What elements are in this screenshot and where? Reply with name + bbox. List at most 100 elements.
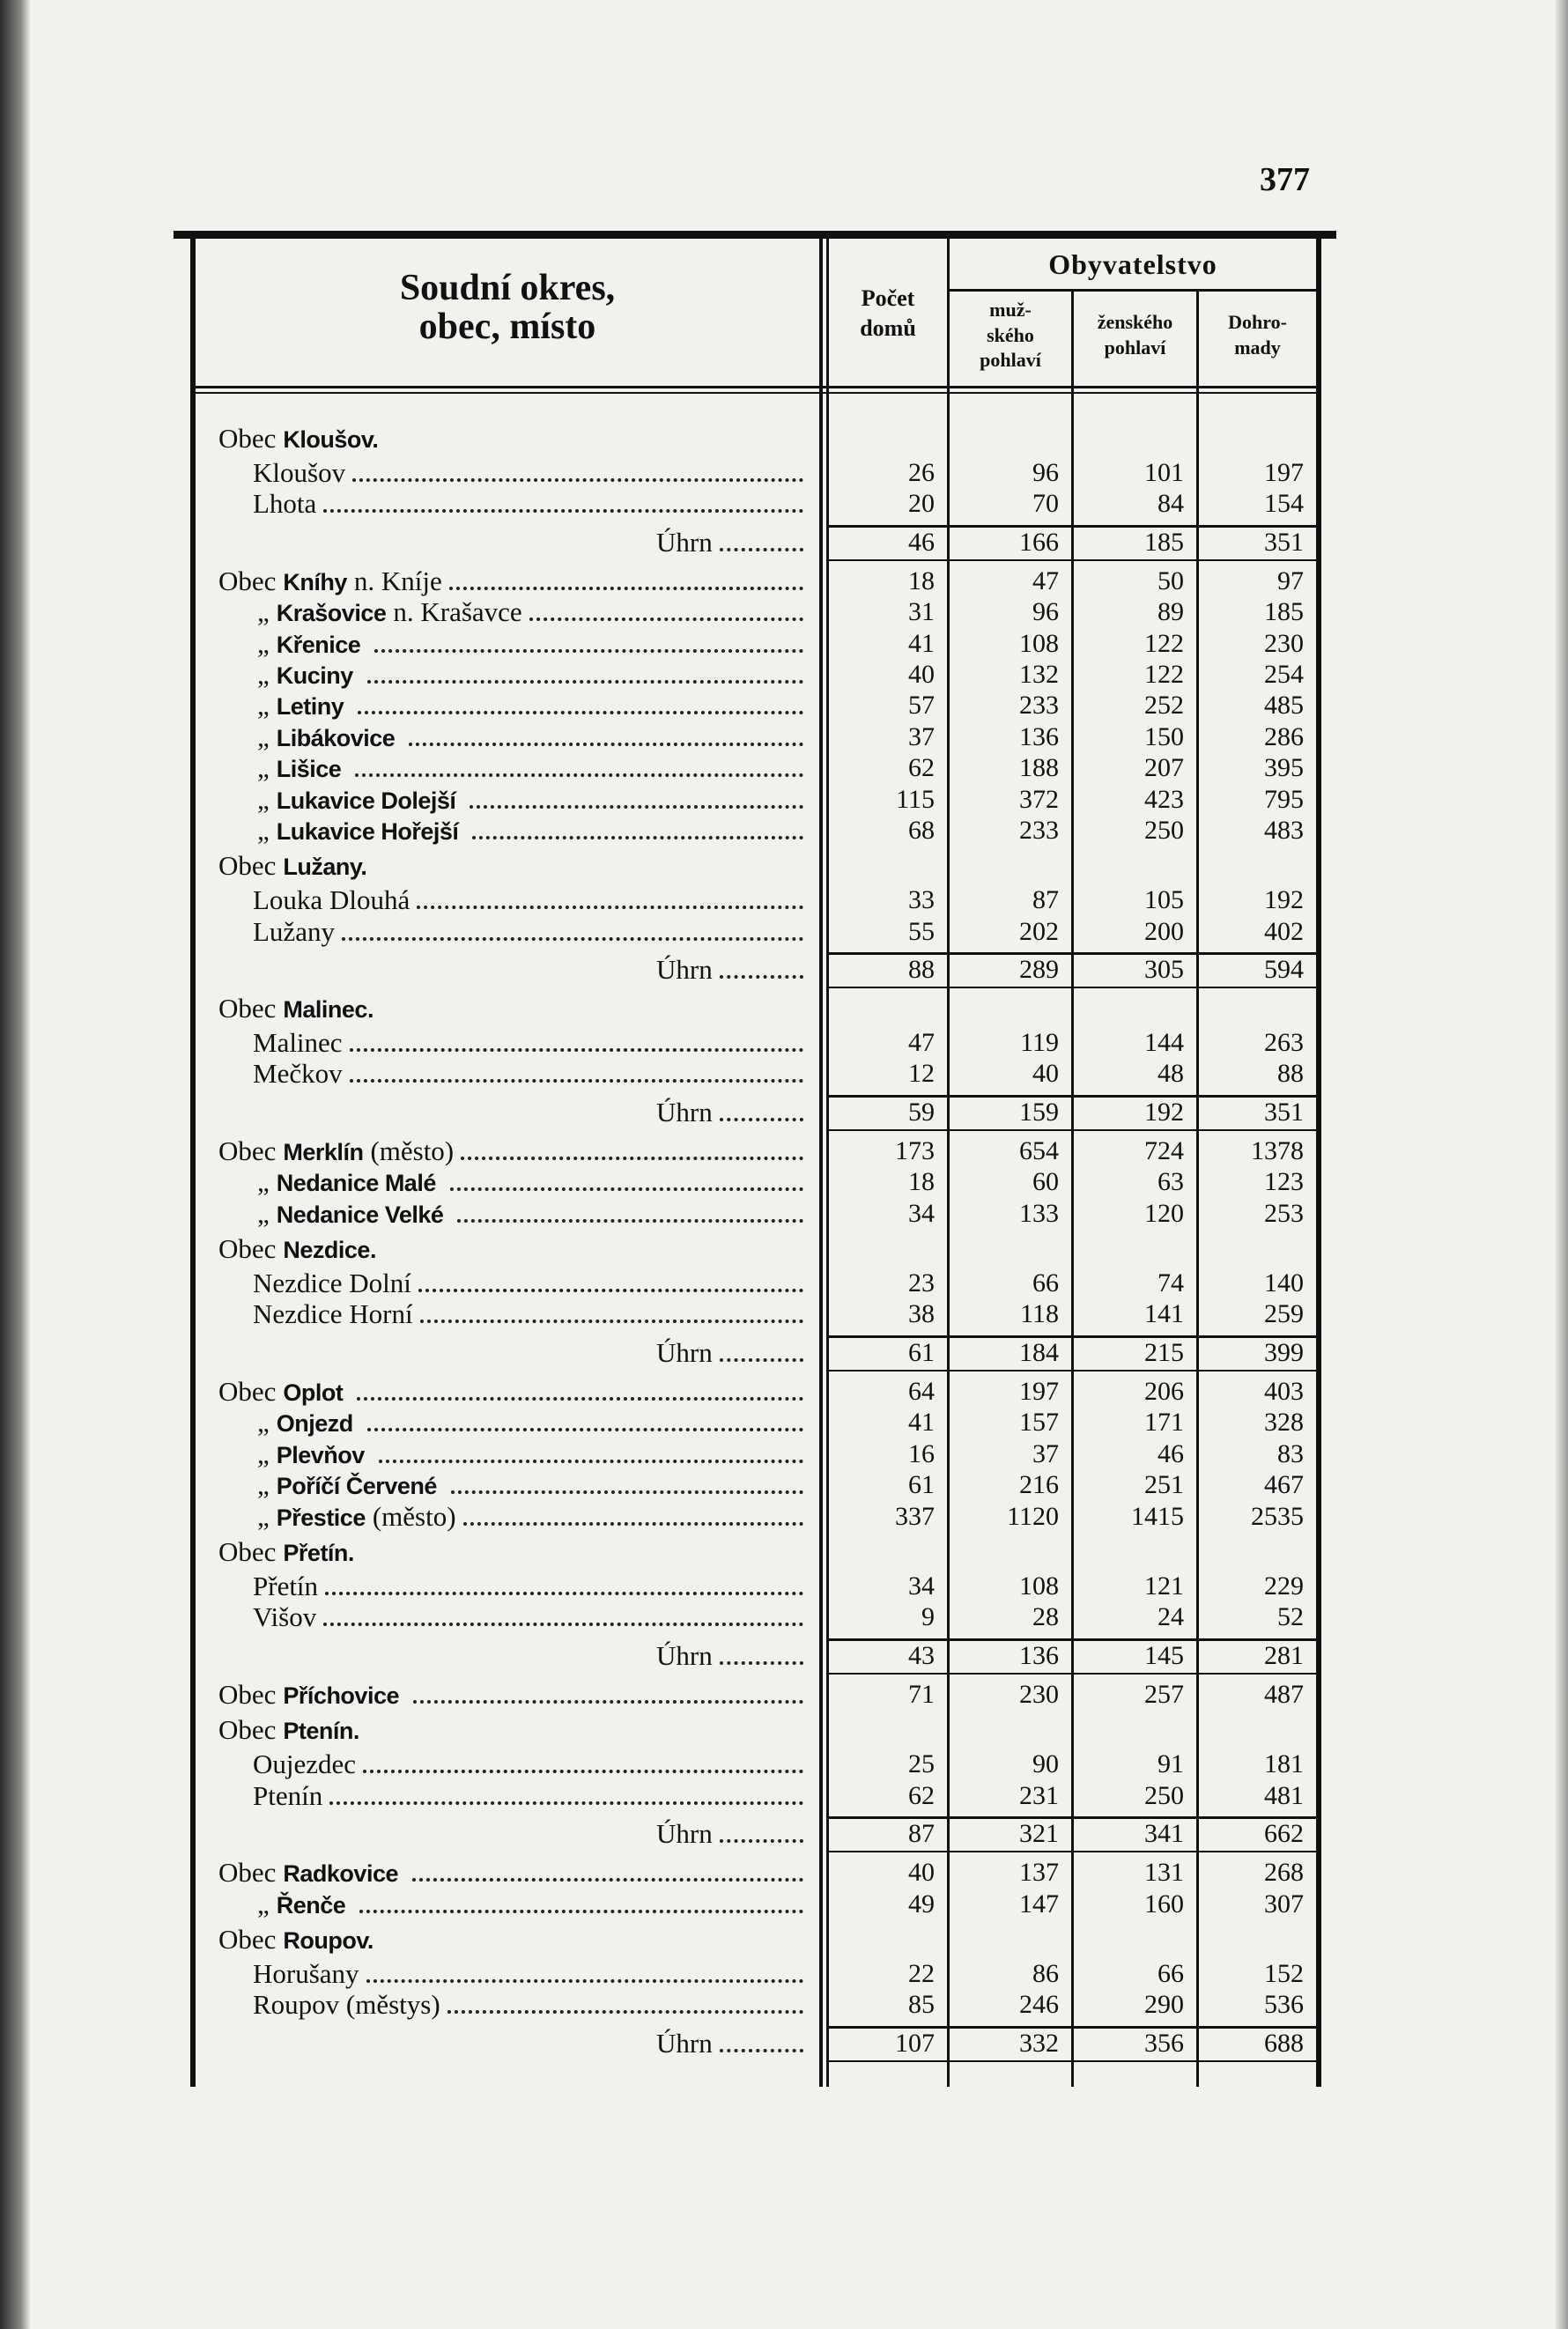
sum-rule <box>829 952 1316 956</box>
cell-value: 216 <box>1019 1470 1059 1500</box>
row-text: Přetín <box>253 1570 319 1601</box>
sum-rule <box>829 524 1316 528</box>
dot-leader <box>349 1047 803 1052</box>
dot-leader <box>323 508 803 514</box>
row-prefix: Obec <box>218 1678 277 1710</box>
header-line: pohlaví <box>980 349 1041 372</box>
header-rule <box>196 386 1316 388</box>
cell-value: 131 <box>1144 1858 1184 1888</box>
cell-value: 87 <box>1032 885 1059 915</box>
row-prefix: Obec <box>218 850 277 882</box>
cell-value: 47 <box>1032 566 1059 595</box>
dot-leader <box>366 1978 803 1983</box>
row-text: Nezdice Dolní <box>253 1268 411 1299</box>
page-number: 377 <box>1260 161 1310 198</box>
cell-value: 159 <box>1019 1098 1059 1128</box>
row-name: Nezdice. <box>283 1237 376 1264</box>
row-prefix: „ <box>257 690 270 721</box>
row-name: Onjezd <box>276 1410 354 1438</box>
cell-value: 197 <box>1264 457 1304 487</box>
cell-value: 47 <box>908 1027 935 1057</box>
row-label: Obec Kníhy n. Kníje <box>218 566 809 597</box>
row-text: Úhrn <box>656 1818 713 1850</box>
cell-value: 66 <box>1032 1268 1059 1298</box>
row-label: Úhrn <box>656 1640 809 1672</box>
cell-value: 259 <box>1264 1299 1304 1329</box>
row-label: „ Onjezd <box>218 1407 809 1438</box>
sum-rule <box>829 2060 1316 2062</box>
cell-value: 89 <box>1158 597 1184 627</box>
male-header: muž- ského pohlaví <box>950 298 1071 373</box>
cell-value: 136 <box>1019 1641 1059 1671</box>
row-label: „ Plevňov <box>218 1438 809 1470</box>
row-prefix: „ <box>257 721 270 752</box>
row-label: „ Lukavice Dolejší <box>218 784 809 816</box>
cell-value: 481 <box>1264 1780 1304 1810</box>
cell-value: 157 <box>1019 1408 1059 1438</box>
cell-value: 66 <box>1158 1958 1184 1988</box>
cell-value: 281 <box>1264 1641 1304 1671</box>
row-label: „ Řenče <box>218 1889 809 1920</box>
row-prefix: Obec <box>218 1714 277 1746</box>
cell-value: 356 <box>1144 2029 1184 2058</box>
row-label: Obec Radkovice <box>218 1857 809 1889</box>
sum-rule <box>829 1370 1316 1372</box>
scan-edge <box>1556 0 1568 2329</box>
cell-value: 305 <box>1144 955 1184 985</box>
cell-value: 88 <box>1277 1059 1304 1089</box>
dot-leader <box>461 1156 803 1161</box>
cell-value: 1378 <box>1251 1136 1304 1166</box>
dot-leader <box>462 1521 803 1526</box>
row-text: Úhrn <box>656 1640 713 1672</box>
top-rule <box>174 231 1336 239</box>
row-prefix: „ <box>257 1407 270 1438</box>
cell-value: 24 <box>1158 1602 1184 1632</box>
row-name: Přestice <box>276 1504 366 1531</box>
row-prefix: „ <box>257 1500 270 1532</box>
header-line: ženského <box>1097 311 1173 333</box>
cell-value: 263 <box>1264 1027 1304 1057</box>
cell-value: 192 <box>1144 1098 1184 1128</box>
cell-value: 16 <box>908 1438 935 1468</box>
row-text: Úhrn <box>656 1097 713 1128</box>
cell-value: 61 <box>908 1338 935 1368</box>
cell-value: 85 <box>908 1990 935 2020</box>
row-prefix: Obec <box>218 1857 277 1889</box>
row-suffix: n. Krašavce <box>393 596 522 628</box>
row-name: Kníhy <box>283 568 347 595</box>
cell-value: 307 <box>1264 1889 1304 1919</box>
row-text: Lužany <box>253 915 335 947</box>
cell-value: 231 <box>1019 1780 1059 1810</box>
cell-value: 57 <box>908 691 935 721</box>
row-label: „ Přestice (město) <box>218 1501 809 1533</box>
cell-value: 122 <box>1144 659 1184 689</box>
cell-value: 795 <box>1264 784 1304 814</box>
row-name: Křenice <box>276 631 361 658</box>
row-prefix: Obec <box>218 1233 277 1265</box>
cell-value: 467 <box>1264 1470 1304 1500</box>
row-label: Kloušov <box>253 457 809 489</box>
row-text: Kloušov <box>253 456 346 488</box>
cell-value: 197 <box>1019 1377 1059 1407</box>
row-name: Letiny <box>276 693 344 721</box>
cell-value: 395 <box>1264 753 1304 783</box>
column-rule <box>947 239 950 2087</box>
cell-value: 133 <box>1019 1198 1059 1228</box>
row-label: „ Kuciny <box>218 659 809 691</box>
header-line: domů <box>860 314 916 341</box>
cell-value: 49 <box>908 1889 935 1919</box>
cell-value: 185 <box>1264 597 1304 627</box>
row-label: „ Lišice <box>218 752 809 784</box>
cell-value: 487 <box>1264 1679 1304 1709</box>
cell-value: 34 <box>908 1198 935 1228</box>
row-text: Mečkov <box>253 1058 343 1090</box>
row-name: Kloušov. <box>283 426 379 453</box>
cell-value: 147 <box>1019 1889 1059 1919</box>
cell-value: 88 <box>908 955 935 985</box>
cell-value: 118 <box>1020 1299 1059 1329</box>
cell-value: 290 <box>1144 1990 1184 2020</box>
header-line: mady <box>1234 336 1281 359</box>
cell-value: 233 <box>1019 691 1059 721</box>
dot-leader <box>374 648 803 653</box>
cell-value: 402 <box>1264 916 1304 946</box>
